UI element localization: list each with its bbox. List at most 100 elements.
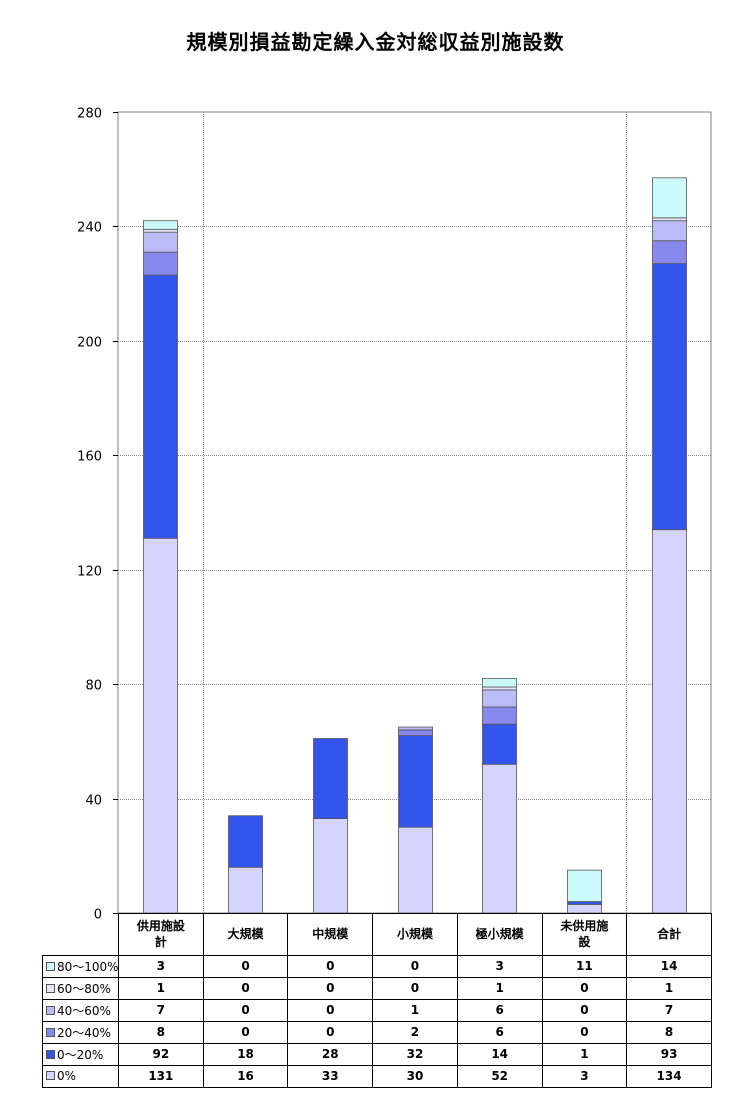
y-tick-label: 40 — [85, 794, 102, 809]
bar-segment — [482, 706, 517, 725]
data-cell: 16 — [202, 1064, 289, 1088]
data-cell: 0 — [541, 976, 628, 1000]
legend-label: 20〜40% — [57, 1025, 111, 1040]
data-cell: 92 — [118, 1042, 204, 1066]
legend-swatch — [46, 961, 55, 971]
legend-label: 0〜20% — [57, 1047, 104, 1062]
chart-title: 規模別損益勘定繰入金対総収益別施設数 — [186, 30, 565, 54]
y-tick-label: 80 — [85, 679, 102, 694]
data-cell: 0 — [541, 998, 628, 1022]
y-tick-label: 280 — [77, 107, 102, 122]
data-cell: 6 — [456, 1020, 543, 1044]
data-cell: 32 — [372, 1042, 458, 1066]
bar-segment — [313, 738, 348, 819]
data-table: 供用施設計大規模 中規模 小規模 極小規模 未供用施設合計 80〜100% 3 0 0 0 3 11 1… — [42, 913, 712, 1088]
data-cell: 3 — [541, 1064, 628, 1088]
bar-segment — [398, 826, 433, 914]
bar-segment — [228, 866, 263, 914]
data-cell: 0 — [372, 976, 458, 1000]
data-cell: 134 — [626, 1064, 712, 1088]
legend-label: 60〜80% — [57, 981, 111, 996]
data-cell: 0 — [287, 954, 374, 978]
table-row: 80〜100% 3 0 0 0 3 11 14 — [42, 954, 712, 978]
data-cell: 0 — [202, 998, 289, 1022]
legend-entry: 0% — [42, 1064, 119, 1088]
data-cell: 1 — [456, 976, 543, 1000]
bar-segment — [652, 263, 687, 531]
bar-segment — [567, 904, 602, 914]
data-cell: 1 — [541, 1042, 628, 1066]
data-cell: 11 — [541, 954, 628, 978]
data-cell: 0 — [287, 976, 374, 1000]
data-cell: 30 — [372, 1064, 458, 1088]
bar-segment — [652, 177, 687, 219]
bar-segment — [398, 726, 433, 731]
legend-entry: 0〜20% — [42, 1042, 119, 1066]
category-label: 小規模 — [372, 913, 458, 956]
bar-segment — [143, 251, 178, 276]
category-label: 供用施設計 — [118, 913, 204, 956]
bar-segment — [143, 537, 178, 914]
bar-segment — [652, 220, 687, 242]
bar-segment — [143, 231, 178, 253]
legend-label: 80〜100% — [57, 959, 119, 974]
data-cell: 7 — [118, 998, 204, 1022]
data-cell: 14 — [626, 954, 712, 978]
data-cell: 6 — [456, 998, 543, 1022]
legend-entry: 40〜60% — [42, 998, 119, 1022]
legend-swatch — [46, 1049, 55, 1059]
bar-segment — [567, 869, 602, 902]
data-cell: 1 — [118, 976, 204, 1000]
category-label: 合計 — [626, 913, 712, 956]
table-row: 0〜20% 92 18 28 32 14 1 93 — [42, 1042, 712, 1066]
data-cell: 0 — [287, 998, 374, 1022]
bar-segment — [567, 901, 602, 905]
bar-segment — [482, 686, 517, 691]
legend-entry: 60〜80% — [42, 976, 119, 1000]
bar-segment — [652, 217, 687, 222]
data-cell: 52 — [456, 1064, 543, 1088]
legend-label: 40〜60% — [57, 1003, 111, 1018]
legend-label: 0% — [57, 1069, 77, 1083]
data-cell: 131 — [118, 1064, 204, 1088]
data-cell: 0 — [202, 954, 289, 978]
data-cell: 8 — [118, 1020, 204, 1044]
bar-segment — [313, 818, 348, 914]
data-cell: 3 — [456, 954, 543, 978]
bar-segment — [143, 220, 178, 230]
data-cell: 14 — [456, 1042, 543, 1066]
table-row: 40〜60% 7 0 0 1 6 0 7 — [42, 998, 712, 1022]
y-tick-label: 200 — [77, 336, 102, 351]
category-label: 未供用施設 — [541, 913, 628, 956]
bar-segment — [482, 678, 517, 688]
data-cell: 7 — [626, 998, 712, 1022]
data-cell: 2 — [372, 1020, 458, 1044]
legend-swatch — [46, 1027, 55, 1037]
data-cell: 0 — [202, 1020, 289, 1044]
bar-segment — [482, 723, 517, 765]
y-tick-label: 160 — [77, 450, 102, 465]
legend-swatch — [46, 1005, 55, 1015]
bar-segment — [143, 274, 178, 539]
y-tick-label: 240 — [77, 221, 102, 236]
data-cell: 0 — [541, 1020, 628, 1044]
legend-swatch — [46, 1071, 55, 1080]
bar-segment — [652, 240, 687, 265]
data-cell: 1 — [372, 998, 458, 1022]
bar-segment — [482, 689, 517, 708]
data-cell: 3 — [118, 954, 204, 978]
data-cell: 0 — [372, 954, 458, 978]
y-tick-label: 120 — [77, 565, 102, 580]
bar-segment — [143, 228, 178, 233]
category-label: 極小規模 — [456, 913, 543, 956]
data-cell: 33 — [287, 1064, 374, 1088]
legend-swatch — [46, 983, 55, 993]
data-cell: 1 — [626, 976, 712, 1000]
data-cell: 18 — [202, 1042, 289, 1066]
bar-segment — [398, 729, 433, 737]
data-cell: 93 — [626, 1042, 712, 1066]
table-corner — [42, 913, 119, 956]
legend-entry: 20〜40% — [42, 1020, 119, 1044]
data-cell: 0 — [287, 1020, 374, 1044]
bar-segment — [228, 815, 263, 868]
